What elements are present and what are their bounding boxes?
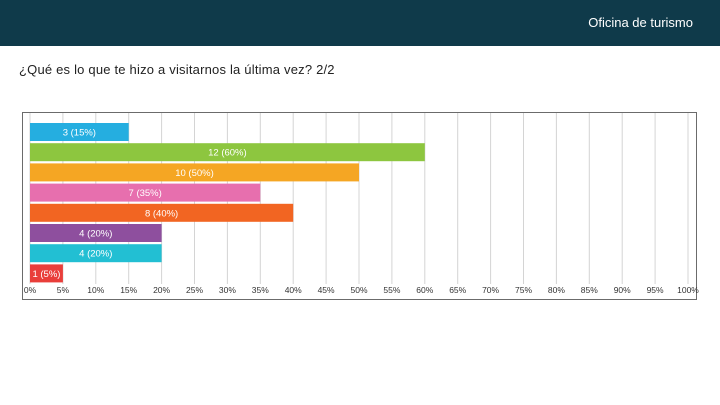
bar	[30, 203, 294, 222]
x-tick-label: 60%	[416, 285, 433, 295]
x-tick-label: 20%	[153, 285, 170, 295]
bar-data-label: 8 (40%)	[145, 208, 178, 219]
x-tick-label: 70%	[482, 285, 499, 295]
bar-data-label: 10 (50%)	[175, 168, 214, 179]
question-title: ¿Qué es lo que te hizo a visitarnos la ú…	[19, 62, 335, 77]
x-tick-label: 15%	[120, 285, 137, 295]
x-tick-label: 95%	[647, 285, 664, 295]
x-tick-label: 75%	[515, 285, 532, 295]
x-tick-label: 90%	[614, 285, 631, 295]
header-bar: Oficina de turismo	[0, 0, 720, 46]
x-tick-label: 85%	[581, 285, 598, 295]
bar-data-label: 4 (20%)	[79, 229, 112, 240]
x-tick-label: 10%	[87, 285, 104, 295]
brand-title: Oficina de turismo	[588, 15, 693, 30]
bar	[30, 264, 63, 283]
x-tick-label: 45%	[318, 285, 335, 295]
x-tick-label: 80%	[548, 285, 565, 295]
x-tick-label: 25%	[186, 285, 203, 295]
bar	[30, 123, 129, 141]
x-tick-label: 5%	[57, 285, 70, 295]
bar	[30, 224, 162, 242]
bar-data-label: 12 (60%)	[208, 148, 247, 159]
x-tick-label: 30%	[219, 285, 236, 295]
x-tick-label: 100%	[677, 285, 699, 295]
bar-data-label: 1 (5%)	[32, 269, 60, 280]
x-tick-label: 0%	[24, 285, 37, 295]
x-tick-label: 65%	[449, 285, 466, 295]
bar	[30, 183, 261, 202]
bar	[30, 143, 425, 162]
x-tick-label: 40%	[285, 285, 302, 295]
bar	[30, 163, 359, 182]
x-tick-label: 35%	[252, 285, 269, 295]
bar-data-label: 7 (35%)	[129, 188, 162, 199]
x-tick-label: 50%	[350, 285, 367, 295]
x-tick-label: 55%	[383, 285, 400, 295]
bar-data-label: 4 (20%)	[79, 249, 112, 260]
bar	[30, 244, 162, 263]
bar-data-label: 3 (15%)	[63, 128, 96, 139]
